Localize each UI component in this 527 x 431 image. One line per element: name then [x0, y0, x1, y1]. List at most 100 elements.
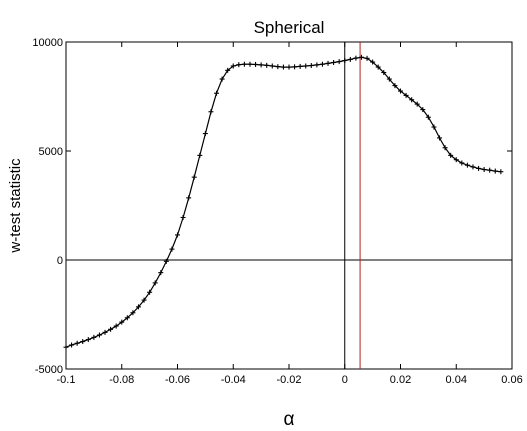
data-point	[331, 59, 337, 65]
series-line	[65, 56, 501, 348]
data-point	[258, 62, 264, 68]
x-axis: -0.1 -0.08 -0.06 -0.04 -0.02 0 0.02 0.04 0.06	[57, 42, 523, 386]
data-point	[163, 258, 169, 264]
data-point	[230, 63, 236, 69]
data-point	[214, 90, 220, 96]
data-point	[236, 62, 242, 68]
data-point	[487, 167, 493, 173]
data-point	[470, 164, 476, 170]
y-axis: -5000 0 5000 10000	[32, 37, 512, 376]
data-point	[69, 342, 75, 348]
data-point	[409, 97, 415, 103]
x-axis-label: α	[284, 409, 295, 430]
data-point	[392, 83, 398, 89]
data-point	[375, 64, 381, 70]
data-point	[85, 337, 91, 343]
data-point	[414, 101, 420, 107]
data-point	[202, 131, 208, 137]
data-point	[297, 63, 303, 69]
data-point	[381, 70, 387, 76]
y-tick-label: 5000	[39, 146, 63, 158]
data-point	[186, 195, 192, 201]
data-point	[180, 214, 186, 220]
x-tick-label: -0.04	[221, 374, 246, 386]
plot-area	[63, 41, 513, 370]
data-point	[453, 157, 459, 163]
data-point	[319, 61, 325, 67]
data-point	[96, 332, 102, 338]
x-tick-label: 0.02	[390, 374, 411, 386]
data-point	[158, 270, 164, 276]
data-point	[303, 63, 309, 69]
data-point	[308, 63, 314, 69]
data-point	[403, 92, 409, 98]
x-tick-label: 0	[342, 374, 348, 386]
data-point	[498, 169, 504, 175]
data-point	[169, 246, 175, 252]
data-point	[102, 329, 108, 335]
x-tick-label: -0.02	[276, 374, 301, 386]
data-point	[476, 165, 482, 171]
data-point	[175, 232, 180, 238]
data-point	[264, 62, 270, 68]
data-point	[292, 64, 298, 70]
data-point	[219, 76, 225, 82]
y-axis-label: w-test statistic	[7, 158, 24, 254]
data-point	[275, 64, 281, 70]
plot-frame	[65, 41, 513, 370]
data-point	[481, 167, 487, 173]
x-tick-label: -0.06	[165, 374, 190, 386]
data-point	[74, 340, 80, 346]
data-point	[425, 114, 431, 120]
data-point	[191, 174, 197, 180]
data-point	[108, 326, 114, 332]
data-point	[353, 55, 359, 61]
data-point	[364, 55, 370, 61]
data-point	[91, 334, 97, 340]
data-point	[208, 109, 214, 115]
x-tick-label: 0.06	[501, 374, 522, 386]
data-point	[141, 297, 147, 303]
data-point	[124, 315, 130, 321]
data-point	[247, 61, 253, 67]
data-point	[386, 76, 392, 82]
data-point	[147, 289, 153, 295]
data-point	[152, 280, 158, 286]
data-point	[113, 323, 119, 329]
data-point	[225, 67, 231, 73]
chart-title: Spherical	[254, 18, 325, 37]
data-point	[464, 162, 470, 168]
data-point	[325, 60, 331, 66]
data-point	[370, 59, 376, 65]
data-point	[398, 88, 403, 94]
data-point	[420, 107, 426, 113]
data-point	[280, 64, 286, 70]
data-point	[130, 310, 136, 316]
data-point	[492, 168, 498, 174]
x-tick-label: -0.08	[109, 374, 134, 386]
data-point	[314, 62, 320, 68]
data-point	[63, 344, 69, 350]
data-point	[342, 58, 348, 64]
data-point	[197, 152, 203, 158]
data-point	[347, 56, 353, 62]
data-point	[119, 319, 125, 325]
data-point	[336, 59, 342, 65]
data-point	[269, 63, 275, 69]
data-point	[459, 160, 465, 166]
data-point	[241, 61, 247, 67]
data-point	[437, 135, 443, 141]
data-point	[253, 61, 259, 67]
data-point	[431, 124, 437, 130]
data-point	[286, 64, 292, 70]
y-tick-label: -5000	[35, 364, 63, 376]
data-point	[448, 152, 454, 158]
y-tick-label: 10000	[32, 37, 63, 49]
x-tick-label: 0.04	[446, 374, 467, 386]
x-tick-label: -0.1	[57, 374, 76, 386]
data-point	[358, 54, 364, 60]
data-point	[135, 304, 141, 310]
data-point	[442, 145, 448, 151]
data-point	[80, 339, 86, 345]
